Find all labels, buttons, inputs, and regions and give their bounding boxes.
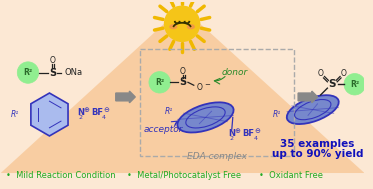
Circle shape xyxy=(164,6,200,41)
Text: •  Metal/Photocatalyst Free: • Metal/Photocatalyst Free xyxy=(128,171,242,180)
Text: R²: R² xyxy=(350,80,359,89)
Circle shape xyxy=(344,74,366,95)
Text: O: O xyxy=(180,67,186,76)
Text: O: O xyxy=(50,56,55,65)
Text: O: O xyxy=(197,83,203,92)
Text: R²: R² xyxy=(23,68,32,77)
Text: N: N xyxy=(77,108,84,117)
Circle shape xyxy=(17,62,39,83)
Text: 4: 4 xyxy=(253,136,257,141)
Text: up to 90% yield: up to 90% yield xyxy=(272,149,363,159)
Text: 4: 4 xyxy=(102,115,106,120)
Text: BF: BF xyxy=(91,108,103,117)
Text: 2: 2 xyxy=(79,115,83,120)
Text: R¹: R¹ xyxy=(11,110,19,119)
Text: R²: R² xyxy=(155,78,164,87)
Ellipse shape xyxy=(188,25,194,29)
Text: acceptor: acceptor xyxy=(144,125,183,134)
Text: donor: donor xyxy=(222,68,248,77)
Text: R¹: R¹ xyxy=(273,110,281,119)
Text: −: − xyxy=(204,82,210,88)
Text: O: O xyxy=(318,69,323,78)
Text: S: S xyxy=(329,79,336,89)
FancyArrow shape xyxy=(116,91,135,103)
Text: ⊖: ⊖ xyxy=(254,128,260,134)
Text: O: O xyxy=(341,69,347,78)
Polygon shape xyxy=(31,93,68,136)
Text: N: N xyxy=(228,129,235,139)
Text: 2: 2 xyxy=(230,136,234,141)
Ellipse shape xyxy=(178,102,233,132)
Text: BF: BF xyxy=(242,129,254,139)
Bar xyxy=(140,49,294,156)
Text: S: S xyxy=(179,77,186,87)
Text: ⊕: ⊕ xyxy=(235,128,241,134)
Ellipse shape xyxy=(170,25,177,29)
Ellipse shape xyxy=(287,95,339,124)
Text: ⊖: ⊖ xyxy=(103,107,109,113)
Text: 35 examples: 35 examples xyxy=(280,139,355,149)
Text: ⊕: ⊕ xyxy=(84,107,90,113)
Circle shape xyxy=(149,72,170,93)
Text: •  Oxidant Free: • Oxidant Free xyxy=(259,171,323,180)
Text: ONa: ONa xyxy=(65,68,83,77)
Text: •  Mild Reaction Condition: • Mild Reaction Condition xyxy=(6,171,115,180)
FancyArrow shape xyxy=(298,91,318,103)
Text: EDA complex: EDA complex xyxy=(187,152,247,161)
Text: R¹: R¹ xyxy=(164,107,173,116)
Text: S: S xyxy=(49,67,56,77)
Polygon shape xyxy=(1,7,364,173)
